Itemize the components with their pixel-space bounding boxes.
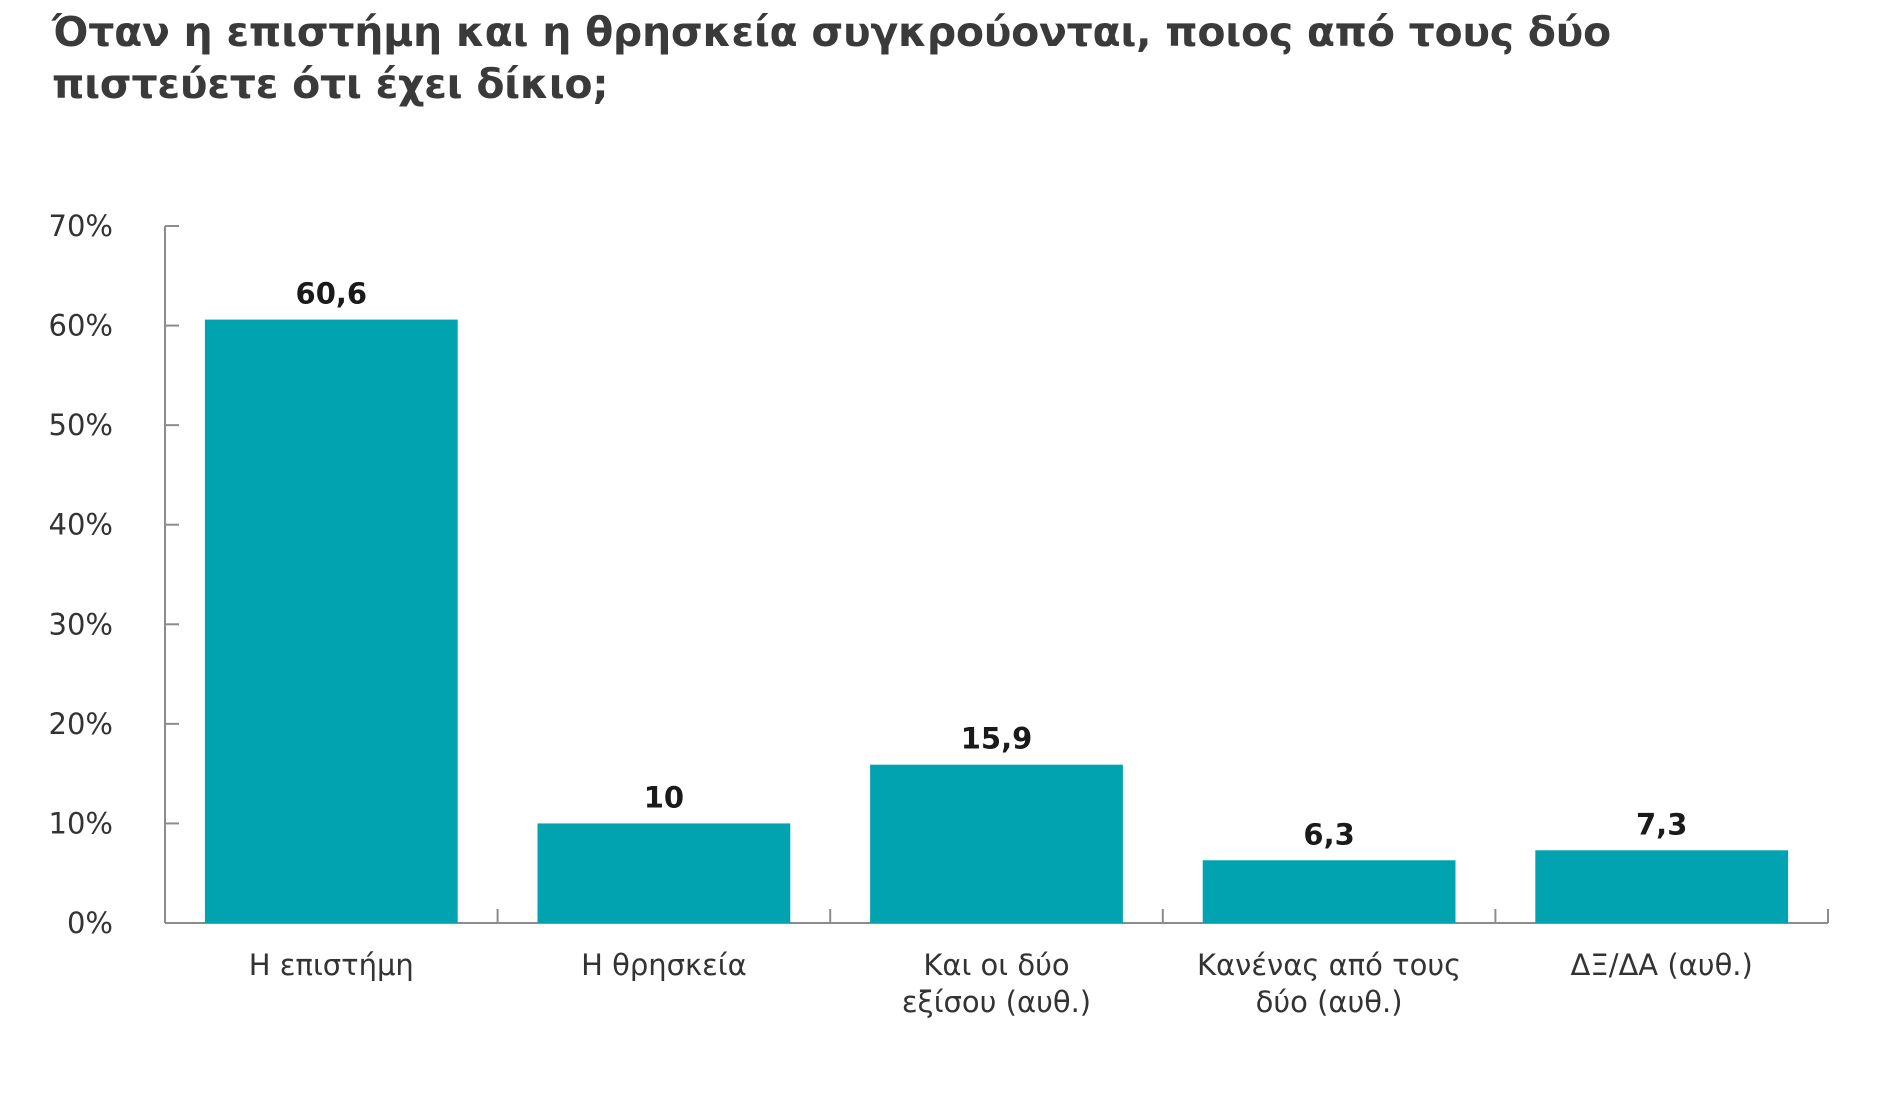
category-label: Κανένας από τους [1197, 948, 1461, 982]
y-tick-label: 0% [67, 906, 113, 940]
y-tick-label: 40% [49, 508, 113, 542]
y-axis: 0% 10% 20% 30% 40% 50% 60% 70% [49, 209, 179, 940]
data-label: 60,6 [296, 277, 368, 311]
data-label: 10 [644, 780, 684, 814]
data-label: 7,3 [1636, 807, 1687, 841]
category-label: Η επιστήμη [249, 948, 414, 982]
category-label: ΔΞ/ΔΑ (αυθ.) [1571, 948, 1753, 982]
chart-title: Όταν η επιστήμη και η θρησκεία συγκρούον… [52, 8, 1611, 108]
category-label: Και οι δύο [923, 948, 1069, 982]
bar [1202, 860, 1456, 923]
data-labels: 60,6 10 15,9 6,3 7,3 [296, 277, 1688, 852]
y-tick-label: 20% [49, 707, 113, 741]
y-tick-label: 50% [49, 408, 113, 442]
bar [870, 764, 1123, 923]
y-tick-label: 10% [49, 806, 113, 840]
category-label: Η θρησκεία [581, 948, 747, 982]
category-label: δύο (αυθ.) [1256, 985, 1403, 1019]
bar [1535, 850, 1789, 923]
data-label: 6,3 [1303, 817, 1354, 851]
data-label: 15,9 [961, 722, 1033, 756]
bars [204, 319, 1789, 923]
bar [537, 823, 791, 923]
bar [204, 319, 458, 923]
y-tick-label: 70% [49, 209, 113, 243]
y-tick-label: 30% [49, 607, 113, 641]
category-label: εξίσου (αυθ.) [902, 985, 1091, 1019]
y-tick-label: 60% [49, 309, 113, 343]
